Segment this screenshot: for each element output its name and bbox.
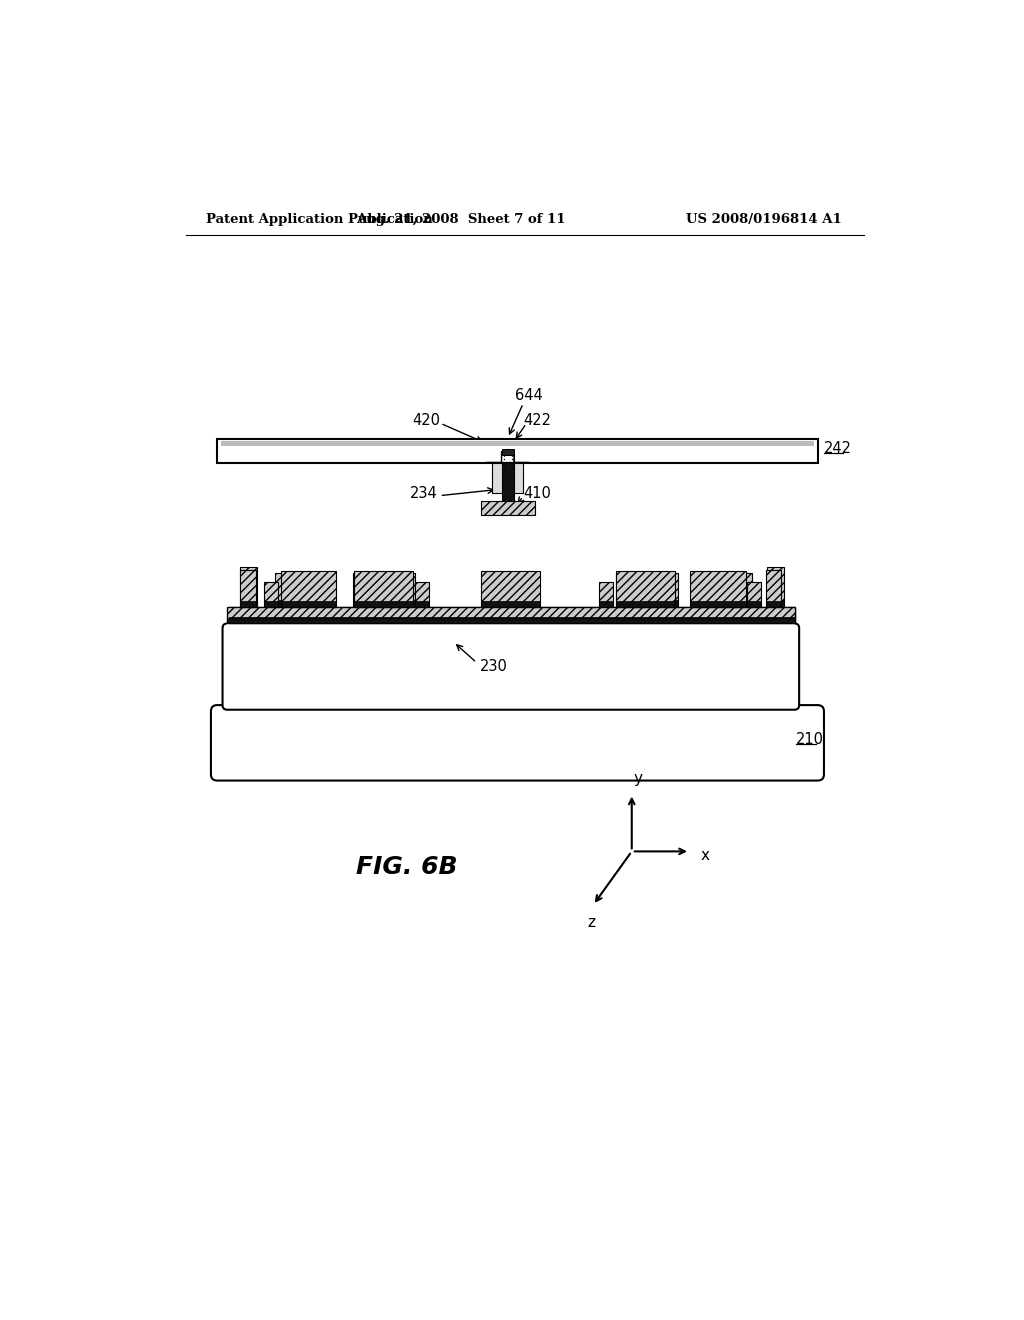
Bar [352,601,415,607]
Bar [354,601,414,607]
Bar [616,573,678,607]
Bar [241,570,256,607]
Text: x: x [700,847,710,863]
Bar [264,601,279,607]
Text: 234: 234 [411,486,438,500]
Text: US 2008/0196814 A1: US 2008/0196814 A1 [686,214,842,227]
Text: Aug. 21, 2008  Sheet 7 of 11: Aug. 21, 2008 Sheet 7 of 11 [356,214,566,227]
Bar [693,601,752,607]
Bar [228,618,795,623]
Bar [690,601,745,607]
Text: y: y [634,771,642,785]
Bar [241,601,256,607]
Text: 242: 242 [824,441,852,457]
Text: Patent Application Publication: Patent Application Publication [206,214,432,227]
Text: 210: 210 [796,733,824,747]
Bar [599,601,613,607]
Polygon shape [486,449,529,462]
Bar [480,601,540,607]
Text: 422: 422 [523,413,551,428]
Bar [228,607,795,623]
Bar [748,601,761,607]
Text: 410: 410 [523,486,551,500]
Bar [241,566,257,607]
Text: z: z [588,915,595,929]
Text: FIG. 6B: FIG. 6B [356,855,458,879]
Bar [616,601,678,607]
Bar [352,573,415,607]
Bar [480,502,535,515]
FancyBboxPatch shape [222,623,799,710]
Bar [221,441,814,446]
Bar [493,455,523,494]
Bar [275,573,334,607]
Bar [217,440,818,462]
Bar [415,601,429,607]
Bar [690,572,745,607]
Bar [415,582,429,607]
Bar [502,455,514,502]
FancyBboxPatch shape [211,705,824,780]
Bar [241,601,257,607]
Text: 644: 644 [515,388,544,403]
Bar [502,449,514,455]
Bar [767,566,784,607]
Bar [227,607,795,626]
Bar [767,601,784,607]
Bar [354,572,414,607]
Bar [480,572,540,607]
Bar [275,601,334,607]
Bar [766,570,781,607]
Bar [616,601,675,607]
Bar [227,618,795,623]
Text: 420: 420 [413,413,440,428]
Bar [599,582,613,607]
Bar [693,573,752,607]
Bar [281,572,337,607]
Bar [616,572,675,607]
Bar [281,601,337,607]
Text: 230: 230 [480,659,508,675]
Bar [227,607,795,623]
Bar [766,601,781,607]
Bar [748,582,761,607]
Bar [264,582,279,607]
